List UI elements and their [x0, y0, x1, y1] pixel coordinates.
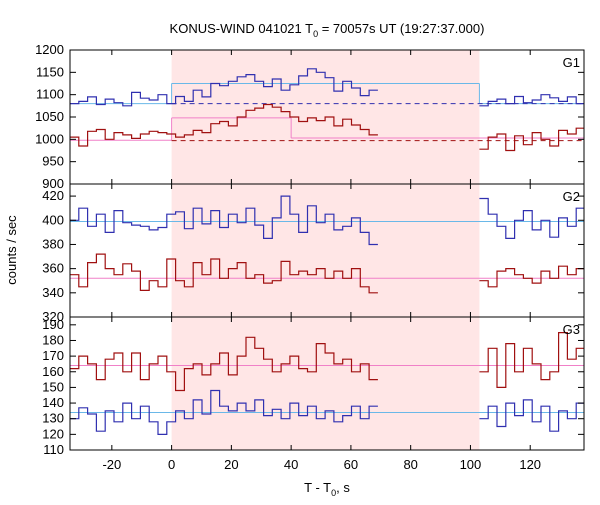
y-tick-label: 420: [42, 188, 64, 203]
y-tick-label: 110: [43, 442, 64, 457]
y-tick-label: 360: [42, 261, 64, 276]
series-blue-histogram: [70, 195, 378, 246]
y-tick-label: 340: [42, 285, 64, 300]
y-tick-label: 1100: [36, 87, 64, 102]
x-tick-label: 80: [403, 457, 417, 472]
y-tick-label: 950: [42, 154, 64, 169]
x-tick-label: 120: [519, 457, 541, 472]
panel-data: [70, 68, 584, 152]
y-tick-label: 130: [42, 411, 64, 426]
y-tick-label: 900: [42, 176, 64, 191]
series-red-histogram: [479, 127, 584, 152]
series-blue-histogram: [479, 94, 584, 107]
series-blue-histogram: [70, 389, 378, 435]
panels-group: 90095010001050110011501200G1320340360380…: [35, 42, 585, 472]
y-tick-label: 1200: [35, 42, 64, 57]
y-tick-label: 380: [42, 236, 64, 251]
y-tick-label: 120: [42, 426, 64, 441]
panel-data: [70, 195, 584, 294]
series-red-histogram: [70, 336, 378, 392]
y-tick-label: 170: [42, 348, 64, 363]
panel-frame: [69, 316, 585, 451]
y-tick-label: 180: [42, 332, 64, 347]
series-red-histogram: [479, 332, 584, 388]
x-tick-label: 100: [460, 457, 482, 472]
shaded-interval: [171, 184, 480, 317]
x-tick-label: 60: [344, 457, 358, 472]
panel-g2: 320 340 360 380 400 420 G2: [42, 183, 585, 324]
series-red-histogram: [70, 103, 378, 147]
y-tick-label: 140: [42, 395, 64, 410]
panel-g1: 900 950 1000 1050 1100 1150 1200 G1: [35, 42, 585, 191]
y-tick-label: 190: [42, 317, 64, 332]
y-tick-label: 320: [42, 309, 64, 324]
series-red-histogram: [479, 265, 584, 288]
x-tick-label: 0: [168, 457, 175, 472]
y-tick-label: 1150: [36, 64, 64, 79]
x-tick-label: 40: [284, 457, 298, 472]
y-tick-label: 1000: [35, 131, 64, 146]
y-tick-label: 150: [42, 379, 64, 394]
y-tick-label: 1050: [35, 109, 64, 124]
panel-data: [70, 332, 584, 435]
series-blue-histogram: [479, 399, 584, 432]
y-axis-label: counts / sec: [4, 215, 19, 285]
series-red-histogram: [70, 253, 378, 294]
x-tick-label: 20: [224, 457, 238, 472]
y-tick-label: 160: [42, 364, 64, 379]
x-tick-label: -20: [102, 457, 121, 472]
x-axis-label: T - T0, s: [304, 480, 350, 498]
shaded-interval: [171, 317, 480, 450]
series-blue-histogram: [70, 68, 378, 107]
chart-title: KONUS-WIND 041021 T0 = 70057s UT (19:27:…: [170, 21, 485, 39]
panel-label: G1: [563, 55, 580, 70]
y-tick-label: 400: [42, 212, 64, 227]
series-blue-histogram: [479, 197, 584, 239]
panel-label: G2: [563, 189, 580, 204]
panel-label: G3: [563, 322, 580, 337]
